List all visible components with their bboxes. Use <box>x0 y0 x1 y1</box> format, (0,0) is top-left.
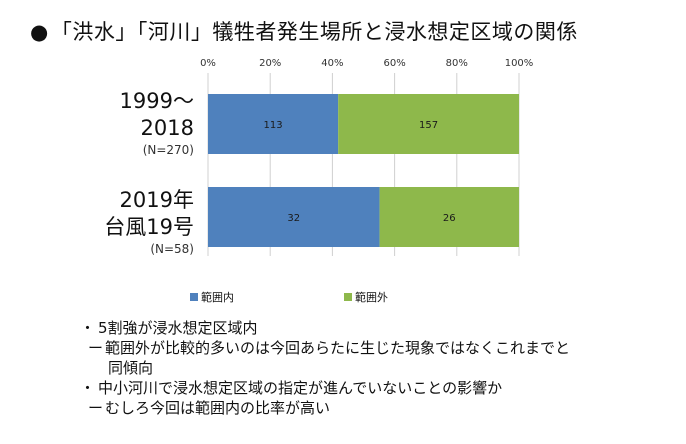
category-line2: 台風19号 <box>104 215 194 239</box>
title-bullet: ● <box>30 20 49 44</box>
bar-data-label: 157 <box>419 120 438 131</box>
note-2-sub-1: ーむしろ今回は範囲内の比率が高い <box>80 398 570 418</box>
category-label-1999-2018: 1999～ 2018 (N=270) <box>120 88 194 158</box>
note-1-sub-2: 同傾向 <box>80 358 570 378</box>
legend-swatch-inside <box>190 293 198 301</box>
note-sub-text: むしろ今回は範囲内の比率が高い <box>105 399 331 417</box>
note-text: 中小河川で浸水想定区域の指定が進んでいないことの影響か <box>98 379 503 397</box>
note-1-sub-1: ー範囲外が比較的多いのは今回あらたに生じた現象ではなくこれまでと <box>80 338 570 358</box>
category-line1: 2019年 <box>119 188 194 212</box>
bar-data-label: 113 <box>264 120 283 131</box>
bar-segment-inside <box>208 187 380 247</box>
x-tick-label: 80% <box>446 58 468 69</box>
legend-label-inside: 範囲内 <box>201 291 234 304</box>
legend-label-outside: 範囲外 <box>355 291 388 304</box>
note-2: ・ 中小河川で浸水想定区域の指定が進んでいないことの影響か <box>80 378 570 398</box>
category-n: (N=270) <box>142 143 194 157</box>
chart-legend: 範囲内 範囲外 <box>190 289 520 305</box>
category-label-2019-typhoon: 2019年 台風19号 (N=58) <box>104 187 194 257</box>
legend-swatch-outside <box>344 293 352 301</box>
category-line2: 2018 <box>140 116 194 140</box>
category-n: (N=58) <box>150 242 194 256</box>
note-dash: ー <box>88 339 104 357</box>
note-dash: ー <box>88 399 104 417</box>
x-tick-label: 60% <box>383 58 405 69</box>
note-bullet: ・ <box>80 319 96 337</box>
x-tick-label: 0% <box>200 58 216 69</box>
note-1: ・ 5割強が浸水想定区域内 <box>80 318 570 338</box>
bar-segment-inside <box>208 94 339 154</box>
legend-item-inside: 範囲内 <box>190 289 234 305</box>
title-text: 「洪水」「河川」犠牲者発生場所と浸水想定区域の関係 <box>50 20 578 44</box>
note-sub-text: 範囲外が比較的多いのは今回あらたに生じた現象ではなくこれまでと <box>105 339 571 357</box>
bar-data-label: 32 <box>287 213 300 224</box>
bar-segment-outside <box>338 94 519 154</box>
page-title: ●「洪水」「河川」犠牲者発生場所と浸水想定区域の関係 <box>30 16 578 46</box>
stacked-bar-chart: 0% 20% 40% 60% 80% 100% 113 157 32 26 <box>200 58 534 256</box>
note-bullet: ・ <box>80 379 96 397</box>
bar-segment-outside <box>379 187 519 247</box>
bar-data-label: 26 <box>443 213 456 224</box>
legend-item-outside: 範囲外 <box>344 289 388 305</box>
x-tick-label: 100% <box>505 58 534 69</box>
notes-list: ・ 5割強が浸水想定区域内 ー範囲外が比較的多いのは今回あらたに生じた現象ではな… <box>80 318 570 418</box>
note-text: 5割強が浸水想定区域内 <box>98 319 258 337</box>
note-sub-text: 同傾向 <box>108 359 154 377</box>
x-tick-label: 20% <box>259 58 281 69</box>
x-tick-label: 40% <box>321 58 343 69</box>
category-line1: 1999～ <box>119 89 194 113</box>
